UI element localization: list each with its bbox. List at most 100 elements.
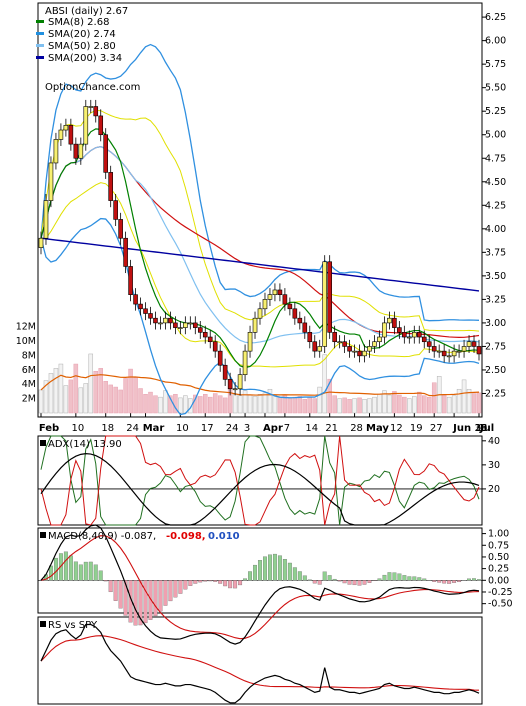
volume-bar xyxy=(426,396,432,414)
adx-plus-di-line xyxy=(40,435,480,526)
macd-histogram-bar xyxy=(238,580,243,586)
volume-bar xyxy=(128,368,133,414)
candle-body xyxy=(197,327,203,333)
candle-body xyxy=(342,341,347,347)
volume-bar xyxy=(352,398,357,414)
candle-body xyxy=(317,346,323,352)
candle-body xyxy=(78,143,84,159)
candle-body xyxy=(103,134,109,173)
price-ytick-label: 5.00 xyxy=(485,130,506,141)
macd-histogram-bar xyxy=(93,564,98,581)
macd-ytick-label: -0.25 xyxy=(488,587,513,598)
macd-histogram-bar xyxy=(98,570,103,581)
macd-histogram-bar xyxy=(302,575,307,581)
volume-bar xyxy=(237,395,243,414)
price-ytick-label: 5.75 xyxy=(485,59,506,70)
price-xtick-label: 12 xyxy=(390,423,403,434)
macd-histogram-bar xyxy=(113,580,118,601)
price-xtick-label: Jul xyxy=(479,423,494,434)
macd-histogram-bar xyxy=(377,578,382,581)
watermark-text: OptionChance.com xyxy=(45,82,140,93)
candle-body xyxy=(148,313,153,319)
candle-body xyxy=(133,294,138,305)
legend-entry: SMA(20) 2.74 xyxy=(48,29,116,40)
macd-histogram-bar xyxy=(322,571,327,581)
candle-body xyxy=(476,346,482,355)
legend-swatch xyxy=(36,20,44,23)
volume-bar xyxy=(183,395,188,414)
macd-histogram-bar xyxy=(198,580,203,583)
volume-bar xyxy=(68,379,74,414)
price-ytick-label: 2.75 xyxy=(485,341,506,352)
price-xtick-label: 3 xyxy=(244,423,250,434)
macd-histogram-bar xyxy=(277,555,282,581)
candle-body xyxy=(471,341,477,347)
candle-body xyxy=(372,341,377,347)
candle-body xyxy=(407,336,412,339)
candle-body xyxy=(287,303,293,310)
macd-ytick-label: 0.75 xyxy=(488,540,509,551)
macd-histogram-bar xyxy=(138,580,143,626)
legend-swatch xyxy=(36,32,44,35)
macd-histogram-bar xyxy=(292,567,297,581)
candle-body xyxy=(277,289,283,295)
volume-ytick-label: 12M xyxy=(16,322,36,333)
candle-body xyxy=(247,332,253,352)
adx-title-swatch xyxy=(40,440,46,446)
candle-body xyxy=(327,261,332,333)
candle-body xyxy=(53,139,59,164)
price-xtick-label: 27 xyxy=(430,423,443,434)
macd-histogram-bar xyxy=(143,580,148,624)
price-ytick-label: 3.25 xyxy=(485,294,506,305)
macd-histogram-bar xyxy=(347,580,352,585)
candle-body xyxy=(421,336,427,343)
price-xtick-label: Mar xyxy=(143,423,165,434)
volume-bar xyxy=(362,399,367,414)
volume-bar xyxy=(232,394,238,414)
price-xtick-label: 7 xyxy=(284,423,290,434)
candle-body xyxy=(426,341,432,347)
candle-body xyxy=(63,125,69,131)
candle-body xyxy=(163,317,168,324)
candle-body xyxy=(302,322,308,333)
rs-line xyxy=(40,623,480,704)
price-ytick-label: 4.25 xyxy=(485,200,506,211)
candle-body xyxy=(183,322,188,328)
candle-body xyxy=(322,261,328,347)
candle-body xyxy=(367,346,372,352)
volume-bar xyxy=(422,395,427,414)
macd-histogram-bar xyxy=(352,580,357,586)
volume-bar xyxy=(148,391,153,414)
candle-body xyxy=(402,332,407,338)
price-panel-title: ABSI (daily) 2.67 xyxy=(45,6,128,17)
macd-histogram-bar xyxy=(118,580,123,609)
macd-histogram-bar xyxy=(193,580,198,584)
macd-histogram-bar xyxy=(158,580,163,612)
macd-histogram-bar xyxy=(382,574,387,581)
price-ytick-label: 4.00 xyxy=(485,224,506,235)
volume-bar xyxy=(247,394,253,414)
volume-bar xyxy=(108,384,113,414)
volume-bar xyxy=(53,368,59,414)
price-xtick-label: 24 xyxy=(126,423,139,434)
volume-bar xyxy=(252,396,258,414)
price-ytick-label: 2.50 xyxy=(485,365,506,376)
candle-body xyxy=(262,299,268,310)
macd-histogram-bar xyxy=(253,564,257,581)
candle-body xyxy=(113,200,118,220)
macd-histogram-bar xyxy=(407,576,412,581)
volume-bar xyxy=(163,390,168,414)
macd-histogram-bar xyxy=(367,580,372,583)
volume-bar xyxy=(466,388,472,414)
macd-histogram-bar xyxy=(263,556,267,581)
volume-bar xyxy=(158,396,163,414)
volume-bar xyxy=(317,386,322,414)
candle-body xyxy=(377,336,382,343)
candle-body xyxy=(207,336,213,343)
candle-body xyxy=(332,332,337,343)
legend-entry: SMA(8) 2.68 xyxy=(48,17,109,28)
macd-panel-title: MACD(8,40,9) -0.087, xyxy=(48,531,156,542)
macd-histogram-bar xyxy=(327,575,332,581)
price-panel-frame xyxy=(37,2,483,418)
